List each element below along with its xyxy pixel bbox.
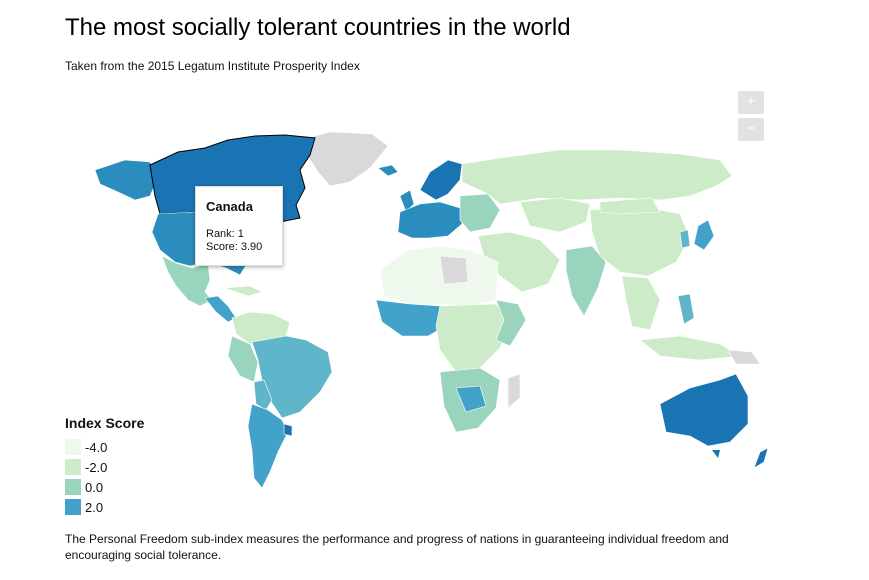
zoom-out-button[interactable]: − — [738, 118, 764, 141]
legend-label: 0.0 — [85, 479, 104, 495]
country-russia[interactable] — [461, 149, 733, 205]
country-eastern-europe[interactable] — [459, 193, 501, 233]
country-tasmania[interactable] — [712, 450, 720, 458]
country-iceland[interactable] — [377, 164, 399, 177]
legend-label: -4.0 — [85, 439, 108, 455]
country-north-africa[interactable] — [379, 245, 499, 307]
country-japan[interactable] — [693, 219, 715, 251]
country-bolivia[interactable] — [253, 379, 273, 411]
country-png[interactable] — [727, 349, 761, 365]
country-libya[interactable] — [439, 255, 469, 285]
country-indonesia[interactable] — [639, 335, 741, 361]
map-description: The Personal Freedom sub-index measures … — [65, 532, 729, 562]
legend-label: 2.0 — [85, 499, 104, 515]
country-mexico[interactable] — [161, 255, 213, 307]
country-brazil[interactable] — [251, 335, 333, 419]
legend-swatch — [65, 499, 81, 515]
country-central-asia[interactable] — [519, 197, 591, 233]
legend-swatch — [65, 479, 81, 495]
map-title: The most socially tolerant countries in … — [65, 14, 571, 41]
legend-item: 2.0 — [65, 497, 144, 517]
country-greenland[interactable] — [299, 131, 389, 187]
legend-item: -2.0 — [65, 457, 144, 477]
country-new-zealand[interactable] — [753, 447, 769, 469]
country-caribbean[interactable] — [224, 285, 263, 297]
country-scandinavia[interactable] — [419, 159, 463, 201]
legend-item: 0.0 — [65, 477, 144, 497]
tooltip-score: Score: 3.90 — [206, 241, 263, 253]
legend: Index Score -4.0 -2.0 0.0 2.0 — [65, 415, 144, 517]
country-madagascar[interactable] — [507, 373, 521, 409]
legend-item: -4.0 — [65, 437, 144, 457]
country-tooltip: Canada Rank: 1 Score: 3.90 — [195, 186, 283, 266]
legend-label: -2.0 — [85, 459, 108, 475]
legend-swatch — [65, 459, 81, 475]
country-argentina[interactable] — [247, 403, 289, 489]
country-philippines[interactable] — [677, 293, 695, 325]
country-west-africa[interactable] — [375, 299, 447, 337]
country-southeast-asia[interactable] — [621, 275, 661, 331]
country-mongolia[interactable] — [599, 197, 661, 215]
tooltip-country-name: Canada — [206, 199, 253, 214]
country-uk[interactable] — [399, 189, 415, 213]
country-alaska[interactable] — [94, 159, 159, 201]
country-east-africa[interactable] — [495, 299, 527, 347]
country-western-europe[interactable] — [397, 201, 463, 239]
country-central-america[interactable] — [204, 295, 237, 323]
country-uruguay[interactable] — [283, 423, 293, 437]
tooltip-rank: Rank: 1 — [206, 228, 244, 240]
legend-swatch — [65, 439, 81, 455]
country-australia[interactable] — [659, 373, 749, 447]
country-namibia-botswana[interactable] — [455, 385, 487, 413]
zoom-in-button[interactable]: + — [738, 91, 764, 114]
country-china[interactable] — [589, 205, 691, 277]
country-india[interactable] — [565, 245, 607, 317]
map-subtitle: Taken from the 2015 Legatum Institute Pr… — [65, 59, 360, 73]
legend-title: Index Score — [65, 415, 145, 431]
country-korea[interactable] — [679, 229, 691, 249]
